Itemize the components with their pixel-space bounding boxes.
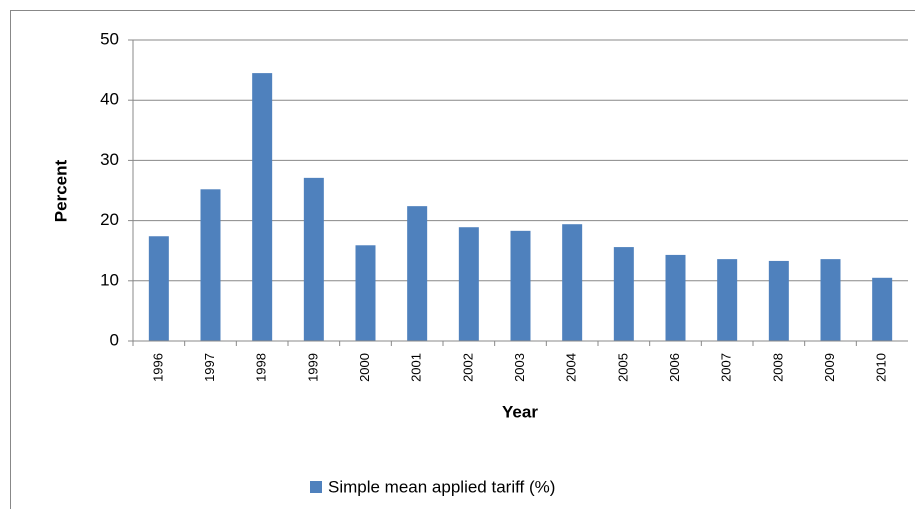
bar — [201, 189, 221, 341]
y-tick-label: 50 — [100, 29, 119, 48]
y-tick-label: 30 — [100, 150, 119, 169]
x-tick-label: 2010 — [874, 353, 889, 382]
x-tick-label: 2007 — [719, 353, 734, 382]
x-tick-label: 2009 — [822, 353, 837, 382]
x-axis-title: Year — [502, 402, 538, 421]
y-axis-title: Percent — [51, 159, 70, 222]
bar — [717, 259, 737, 341]
bar — [769, 261, 789, 341]
bar — [149, 236, 169, 341]
bar — [614, 247, 634, 341]
bar — [459, 227, 479, 341]
x-tick-label: 2004 — [564, 353, 579, 382]
bar — [821, 259, 841, 341]
x-tick-label: 2006 — [667, 353, 682, 382]
x-tick-label: 2008 — [770, 353, 785, 382]
bar — [304, 178, 324, 341]
x-tick-label: 2003 — [512, 353, 527, 382]
bar — [356, 245, 376, 341]
bar — [562, 224, 582, 341]
x-tick-label: 1998 — [254, 353, 269, 382]
bar — [872, 278, 892, 341]
bar — [407, 206, 427, 341]
x-tick-label: 2002 — [460, 353, 475, 382]
bar — [511, 231, 531, 341]
x-tick-label: 1996 — [150, 353, 165, 382]
y-tick-label: 10 — [100, 270, 119, 289]
y-tick-label: 40 — [100, 90, 119, 109]
x-tick-label: 2005 — [615, 353, 630, 382]
y-tick-label: 0 — [110, 330, 119, 349]
legend-marker — [310, 481, 322, 493]
x-tick-label: 2001 — [409, 353, 424, 382]
bar — [666, 255, 686, 341]
y-tick-label: 20 — [100, 210, 119, 229]
x-tick-label: 2000 — [357, 353, 372, 382]
x-tick-label: 1999 — [305, 353, 320, 382]
x-tick-label: 1997 — [202, 353, 217, 382]
bar — [252, 73, 272, 341]
legend-label: Simple mean applied tariff (%) — [328, 477, 555, 496]
